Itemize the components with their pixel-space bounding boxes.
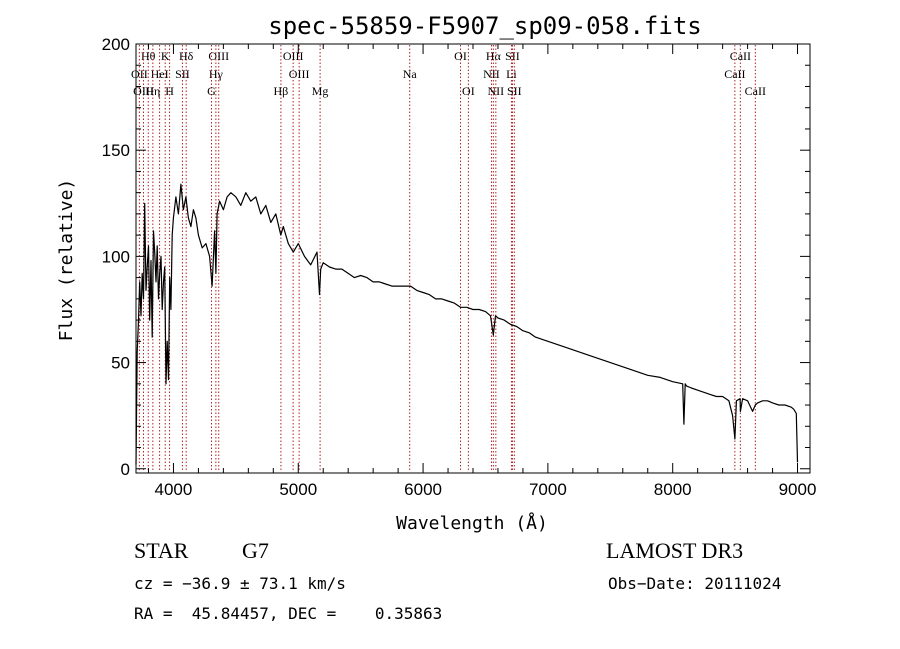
line-label-9: OII bbox=[131, 67, 148, 81]
line-label-20: H bbox=[165, 84, 174, 98]
survey-name: LAMOST DR3 bbox=[606, 538, 744, 563]
line-label-10: HeI bbox=[151, 67, 169, 81]
x-axis-label: Wavelength (Å) bbox=[396, 512, 548, 534]
x-tick-label-6000: 6000 bbox=[404, 480, 442, 499]
line-label-1: K bbox=[161, 49, 170, 63]
line-label-13: OIII bbox=[289, 67, 310, 81]
line-label-5: OI bbox=[454, 49, 467, 63]
y-tick-label-150: 150 bbox=[102, 141, 130, 160]
y-tick-label-0: 0 bbox=[121, 460, 130, 479]
spectrum-series bbox=[135, 183, 799, 465]
chart-title: spec-55859-F5907_sp09-058.fits bbox=[268, 12, 701, 40]
x-tick-label-4000: 4000 bbox=[155, 480, 193, 499]
y-tick-label-100: 100 bbox=[102, 247, 130, 266]
line-label-11: SII bbox=[175, 67, 190, 81]
y-tick-label-50: 50 bbox=[111, 354, 130, 373]
y-axis-label: Flux (relative) bbox=[56, 179, 77, 342]
plot-frame bbox=[135, 43, 811, 474]
line-label-15: NII bbox=[483, 67, 500, 81]
observation-date: Obs−Date: 20111024 bbox=[608, 574, 782, 593]
line-label-22: Hβ bbox=[274, 84, 289, 98]
line-label-21: G bbox=[207, 84, 216, 98]
spectrum-line bbox=[135, 183, 799, 465]
line-label-27: CaII bbox=[745, 84, 766, 98]
object-class: STAR bbox=[134, 538, 189, 563]
line-label-16: Li bbox=[506, 67, 517, 81]
x-tick-label-8000: 8000 bbox=[654, 480, 692, 499]
line-label-2: Hδ bbox=[179, 49, 194, 63]
line-label-8: CaII bbox=[730, 49, 751, 63]
line-label-25: NII bbox=[488, 84, 505, 98]
object-subclass: G7 bbox=[242, 538, 269, 563]
line-label-19: Hη bbox=[145, 84, 160, 98]
ra-dec-coordinates: RA = 45.84457, DEC = 0.35863 bbox=[134, 604, 443, 623]
line-label-3: OIII bbox=[208, 49, 229, 63]
line-label-18: OIII bbox=[133, 84, 154, 98]
x-tick-label-7000: 7000 bbox=[529, 480, 567, 499]
y-tick-label-200: 200 bbox=[102, 35, 130, 54]
line-label-24: OI bbox=[462, 84, 475, 98]
x-tick-label-5000: 5000 bbox=[279, 480, 317, 499]
line-label-0: Hθ bbox=[141, 49, 156, 63]
line-label-17: CaII bbox=[724, 67, 745, 81]
line-label-14: Na bbox=[403, 67, 418, 81]
axis-ticks: 4000 5000 6000 7000 8000 9000 0 50 100 150 200 bbox=[102, 35, 817, 499]
line-label-4: OIII bbox=[283, 49, 304, 63]
x-tick-label-9000: 9000 bbox=[779, 480, 817, 499]
line-label-6: Hα bbox=[486, 49, 502, 63]
line-label-23: Mg bbox=[312, 84, 329, 98]
line-label-12: Hγ bbox=[209, 67, 224, 81]
line-label-7: SII bbox=[505, 49, 520, 63]
line-label-26: SII bbox=[507, 84, 522, 98]
redshift-cz: cz = −36.9 ± 73.1 km/s bbox=[134, 574, 346, 593]
